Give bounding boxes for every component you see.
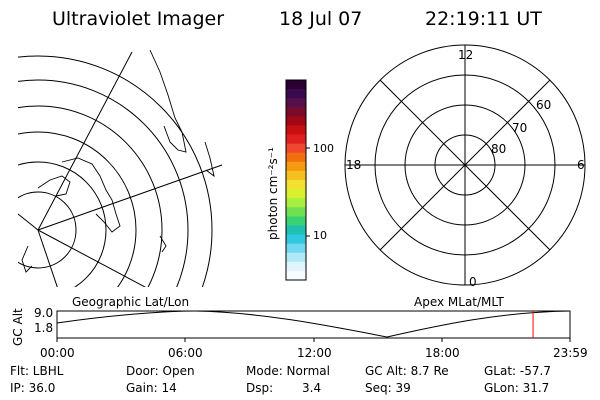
time-label: 22:19:11 UT xyxy=(425,8,542,30)
time-tick-label: 06:00 xyxy=(168,346,203,360)
meridian-line xyxy=(37,164,223,231)
coastline xyxy=(37,175,71,197)
coastline xyxy=(159,235,167,253)
mlat-label-70: 70 xyxy=(512,121,528,135)
colorbar-segment xyxy=(286,225,306,236)
orbit-y-high: 9.0 xyxy=(34,306,54,320)
colorbar-segment xyxy=(286,207,306,217)
polar-title: Apex MLat/MLT xyxy=(414,295,504,309)
colorbar-segment xyxy=(286,198,306,208)
door-readout: Door: Open xyxy=(126,364,195,378)
mlt-label-midnight: 0 xyxy=(469,275,477,289)
meridian-line xyxy=(37,229,147,287)
coastline xyxy=(149,49,187,153)
time-tick-label: 18:00 xyxy=(425,346,460,360)
mlt-line xyxy=(379,79,551,251)
time-tick-label: 12:00 xyxy=(297,346,332,360)
coastline xyxy=(61,157,121,233)
date-label: 18 Jul 07 xyxy=(279,8,363,30)
coastline xyxy=(204,141,215,178)
app-title: Ultraviolet Imager xyxy=(52,8,225,30)
meridian-line xyxy=(37,51,133,231)
orbit-frame xyxy=(56,310,571,339)
colorbar-segment xyxy=(286,125,306,136)
colorbar-frame xyxy=(285,79,307,281)
colorbar-segment xyxy=(286,270,306,281)
mlat-label-80: 80 xyxy=(491,142,507,156)
glon-readout: GLon: 31.7 xyxy=(484,381,550,395)
polar-grid xyxy=(344,44,586,286)
colorbar-segment xyxy=(286,189,306,199)
geo-map-title: Geographic Lat/Lon xyxy=(72,295,190,309)
meridian-line xyxy=(18,213,39,231)
orbit-axis-label: GC Alt xyxy=(11,308,25,346)
latitude-ring xyxy=(18,131,137,287)
colorbar-segment xyxy=(286,143,306,154)
colorbar-segment xyxy=(286,170,306,181)
coastline xyxy=(21,245,33,273)
colorbar-segment xyxy=(286,116,306,127)
dsp-label: Dsp: xyxy=(246,381,274,395)
gain-readout: Gain: 14 xyxy=(126,381,177,395)
colorbar-tick-10: 10 xyxy=(313,229,327,242)
colorbar-segment xyxy=(286,161,306,172)
glat-readout: GLat: -57.7 xyxy=(484,364,551,378)
gc-alt-readout: GC Alt: 8.7 Re xyxy=(365,364,449,378)
colorbar-segment xyxy=(286,234,306,245)
colorbar-segment xyxy=(286,134,306,145)
latitude-ring xyxy=(18,191,77,269)
colorbar-segment xyxy=(286,180,306,190)
colorbar-segment xyxy=(286,216,306,227)
latitude-ring xyxy=(18,55,213,287)
mlt-label-noon: 12 xyxy=(458,48,474,62)
latitude-ring xyxy=(18,161,107,287)
filter-readout: Flt: LBHL xyxy=(10,364,64,378)
mlt-label-dusk: 18 xyxy=(346,158,362,172)
orbit-y-low: 1.8 xyxy=(34,321,54,335)
ip-readout: IP: 36.0 xyxy=(10,381,56,395)
colorbar-segment xyxy=(286,107,306,117)
seq-readout: Seq: 39 xyxy=(365,381,411,395)
colorbar-segment xyxy=(286,252,306,263)
time-tick-label: 23:59 xyxy=(553,346,588,360)
orbit-strip xyxy=(56,310,571,342)
colorbar-unit-label: photon cm⁻²s⁻¹ xyxy=(266,147,280,240)
mlt-label-dawn: 6 xyxy=(577,158,585,172)
meridian-line xyxy=(37,229,58,287)
colorbar-segment xyxy=(286,80,306,90)
geo-map-panel xyxy=(18,49,223,287)
colorbar-segment xyxy=(286,243,306,254)
colorbar-segment xyxy=(286,89,306,99)
colorbar-segment xyxy=(286,98,306,108)
colorbar-segment xyxy=(286,261,306,272)
mlat-label-60: 60 xyxy=(536,98,552,112)
mode-readout: Mode: Normal xyxy=(246,364,330,378)
altitude-curve xyxy=(56,310,571,338)
colorbar-tick-100: 100 xyxy=(313,142,334,155)
dsp-value: 3.4 xyxy=(302,381,322,395)
colorbar-segment xyxy=(286,152,306,163)
latitude-ring xyxy=(18,105,163,287)
time-tick-label: 00:00 xyxy=(40,346,75,360)
color-bar xyxy=(285,79,310,281)
latitude-ring xyxy=(18,79,189,287)
